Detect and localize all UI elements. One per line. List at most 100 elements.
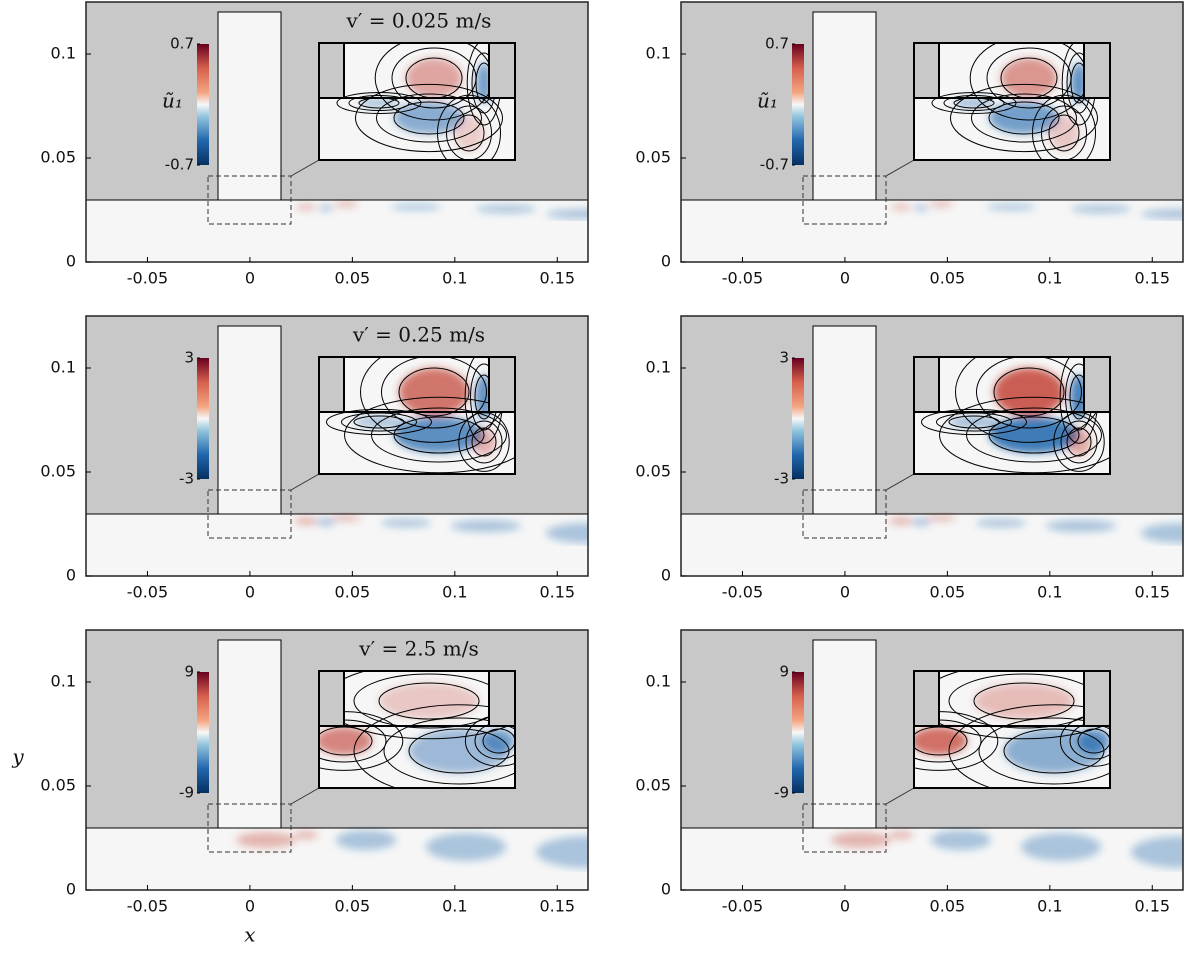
contour [988, 101, 1060, 135]
contour [471, 427, 497, 457]
x-tick-label: -0.05 [722, 583, 763, 602]
x-tick-label: 0.1 [442, 583, 467, 602]
inset-body [914, 671, 1110, 788]
colorbar-tick-label: 9 [779, 663, 789, 681]
flow-feature [483, 729, 515, 753]
inset-field [914, 683, 1110, 773]
flow-feature [1067, 428, 1091, 456]
contour [978, 717, 1110, 785]
x-tick-label: 0.15 [1134, 897, 1170, 916]
flow-field [236, 830, 588, 868]
flow-feature [381, 519, 431, 527]
inset-wall [1083, 671, 1110, 727]
y-tick-label: 0.05 [635, 462, 671, 481]
contour [376, 93, 482, 143]
contour [976, 357, 1082, 429]
y-tick-label: 0 [661, 880, 671, 899]
flow-feature [1046, 520, 1116, 532]
plenum [217, 639, 282, 829]
panel-frame [85, 1, 589, 263]
flow-feature [319, 727, 372, 755]
contour [353, 415, 405, 429]
contour [1041, 105, 1087, 160]
inset-wall [319, 43, 345, 99]
inset-frame [913, 670, 1111, 789]
flow-feature [399, 368, 469, 416]
flow-feature [976, 519, 1026, 527]
flow-feature [831, 832, 891, 848]
zoom-box [207, 803, 292, 853]
panel-frame [680, 629, 1184, 891]
flow-feature [1001, 58, 1057, 98]
flow-feature [1141, 209, 1183, 219]
colorbar-tick-label: -9 [179, 784, 194, 802]
x-tick-label: 0 [840, 583, 850, 602]
annotation: v′ = 0.025 m/s [346, 9, 492, 33]
flow-feature [536, 836, 588, 868]
flow-feature [546, 209, 588, 219]
contour [1032, 94, 1096, 160]
contour [993, 367, 1065, 417]
contour [921, 408, 1027, 436]
x-tick-label: 0.05 [930, 897, 966, 916]
x-tick-label: 0.1 [442, 897, 467, 916]
inset-wall [488, 671, 515, 727]
annotation: v′ = 0.25 m/s [352, 323, 485, 347]
inset-frame [318, 356, 516, 475]
zoom-connector [885, 473, 915, 491]
y-tick-label: 0 [66, 880, 76, 899]
x-tick-label: 0.15 [539, 269, 575, 288]
flow-feature [472, 428, 496, 456]
flow-feature [1141, 523, 1183, 543]
colorbar-tick-label: -9 [774, 784, 789, 802]
contour [931, 92, 1017, 114]
x-tick-label: 0.1 [1037, 269, 1062, 288]
panel: -0.05 0 0.05 0.1 0.15 0 0.05 0.1 -0.7 0.7 ũ₁ v′ = 0… [40, 1, 589, 288]
y-tick-label: 0.1 [51, 358, 76, 377]
flow-feature [296, 204, 316, 210]
inset-body [319, 357, 515, 474]
x-axis-label: x [244, 923, 255, 947]
y-tick-label: 0.1 [51, 44, 76, 63]
colorbar-tick-label: -3 [179, 470, 194, 488]
x-tick-label: 0.05 [335, 897, 371, 916]
contour [398, 367, 470, 417]
plenum [812, 639, 877, 829]
panel-frame [85, 629, 589, 891]
colorbar [792, 672, 804, 793]
x-tick-label: -0.05 [127, 269, 168, 288]
x-tick-label: 0.05 [930, 269, 966, 288]
flow-feature [1071, 205, 1131, 213]
colorbar-tick-label: 0.7 [765, 35, 789, 53]
inset-frame [913, 356, 1111, 475]
panel: -0.05 0 0.05 0.1 0.15 0 0.05 0.1 -9 9 v′ = 2.5 m/s… [11, 629, 589, 947]
inset-wall [914, 43, 940, 99]
y-axis-label: y [11, 745, 24, 769]
x-tick-label: 0.1 [1037, 583, 1062, 602]
contour [973, 682, 1075, 720]
contour [355, 83, 503, 153]
x-tick-label: 0 [840, 897, 850, 916]
flow-feature [1078, 729, 1110, 753]
y-tick-label: 0.05 [635, 776, 671, 795]
flow-feature [911, 518, 931, 526]
contour [943, 95, 1005, 111]
contour [950, 83, 1098, 153]
flow-feature [426, 833, 506, 861]
contour [378, 682, 480, 720]
inset [913, 42, 1111, 161]
x-tick-label: 0 [245, 269, 255, 288]
y-tick-label: 0 [661, 252, 671, 271]
flow-feature [294, 517, 318, 525]
colorbar-label: ũ₁ [757, 89, 778, 113]
x-tick-label: 0.1 [1037, 897, 1062, 916]
flow-feature [889, 517, 913, 525]
zoom-connector [290, 787, 320, 805]
x-tick-label: 0.05 [930, 583, 966, 602]
inset-wall [488, 357, 515, 413]
colorbar-tick-label: 0.7 [170, 35, 194, 53]
panel: -0.05 0 0.05 0.1 0.15 0 0.05 0.1 -9 9 [635, 629, 1184, 916]
x-tick-label: 0 [245, 897, 255, 916]
flow-feature [546, 523, 588, 543]
